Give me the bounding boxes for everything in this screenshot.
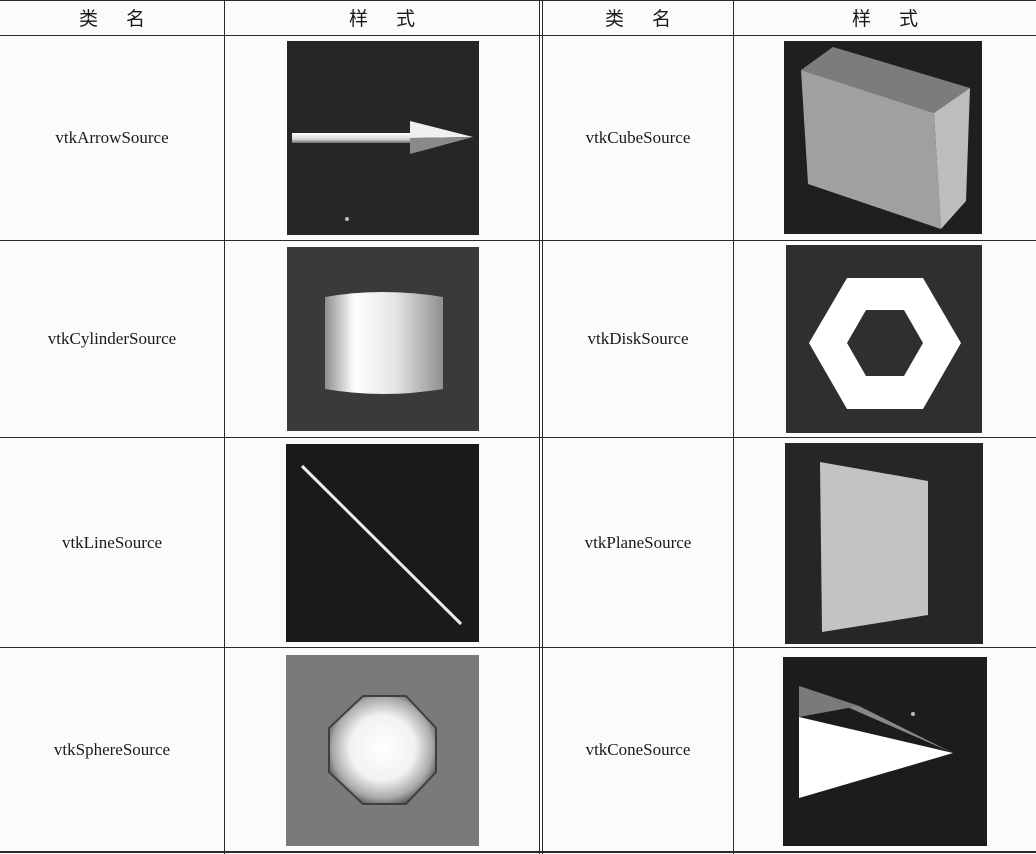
- class-name-cell: vtkSphereSource: [53, 739, 171, 759]
- column-divider: [224, 0, 225, 854]
- column-divider: [542, 0, 543, 854]
- table-border-bottom: [0, 851, 1036, 853]
- header-class-name-left: 类名: [78, 7, 173, 30]
- cube-source-image: [784, 41, 982, 234]
- class-name-cell: vtkDiskSource: [587, 329, 689, 348]
- table-border-top: [0, 0, 1036, 1]
- class-name-cell: vtkArrowSource: [55, 128, 169, 147]
- column-divider: [539, 0, 540, 854]
- column-divider: [733, 0, 734, 854]
- class-name-cell: vtkConeSource: [585, 739, 691, 759]
- cone-source-image: [783, 657, 987, 846]
- arrow-source-image: [287, 41, 479, 235]
- row-divider: [0, 647, 1036, 648]
- header-class-name-right: 类名: [604, 7, 699, 30]
- row-divider: [0, 240, 1036, 241]
- row-divider: [0, 437, 1036, 438]
- class-name-cell: vtkCubeSource: [585, 128, 691, 147]
- line-source-image: [286, 444, 479, 642]
- sphere-source-image: [286, 655, 479, 846]
- cylinder-source-image: [287, 247, 479, 431]
- header-style-left: 样式: [348, 7, 443, 30]
- class-name-cell: vtkPlaneSource: [584, 532, 692, 552]
- header-divider: [0, 35, 1036, 36]
- disk-source-image: [786, 245, 982, 433]
- class-name-cell: vtkLineSource: [61, 532, 163, 552]
- header-style-right: 样式: [851, 7, 946, 30]
- plane-source-image: [785, 443, 983, 644]
- class-name-cell: vtkCylinderSource: [47, 329, 177, 348]
